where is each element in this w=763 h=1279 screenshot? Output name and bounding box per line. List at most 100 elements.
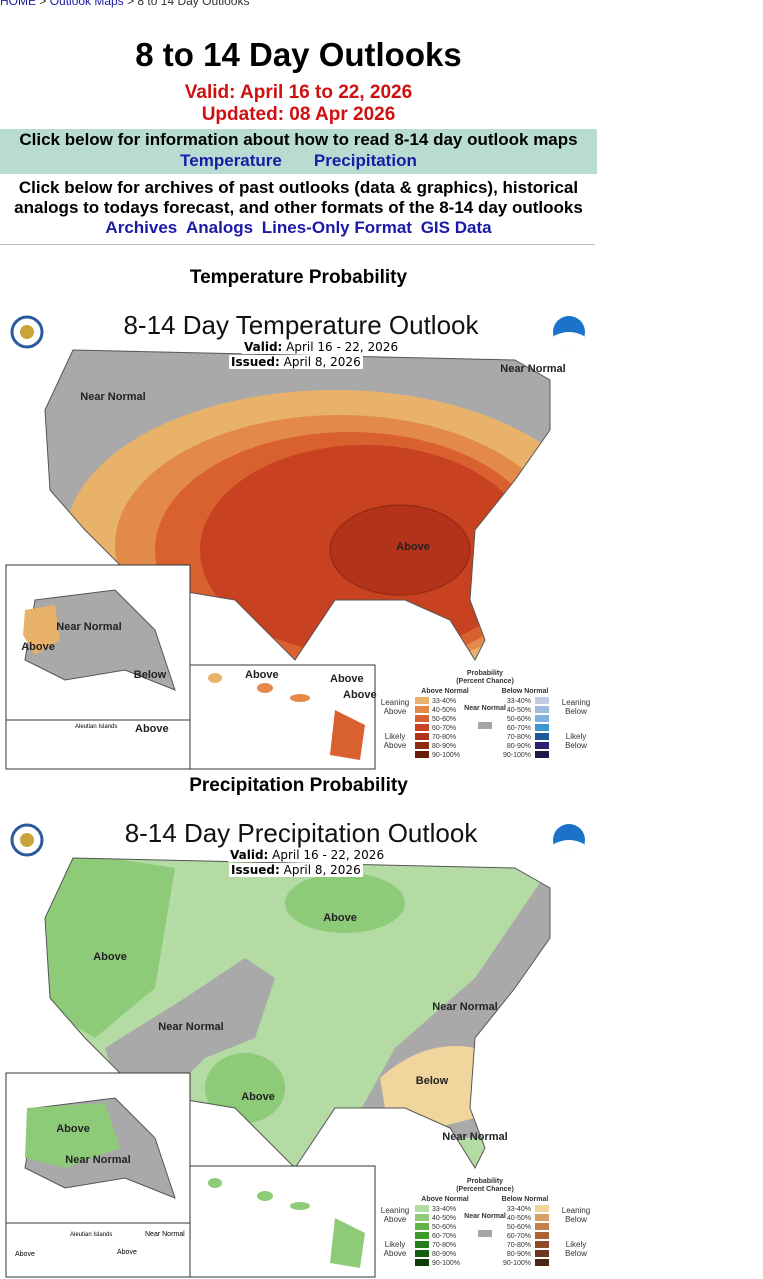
lines-only-link[interactable]: Lines-Only Format [261,218,412,237]
below-swatch [535,1250,549,1257]
breadcrumb: HOME > Outlook Maps > 8 to 14 Day Outloo… [0,0,249,8]
label: (Percent Chance) [456,1186,514,1193]
leaning-below-label: Leaning Below [561,1206,591,1224]
label: Near Normal [464,705,506,712]
temperature-info-link[interactable]: Temperature [180,151,282,170]
legend-range: 33-40% [432,1206,456,1213]
below-swatch [535,1259,549,1266]
legend-range: 80-90% [507,1251,531,1258]
info-band: Click below for information about how to… [0,129,597,174]
precipitation-legend: Probability (Percent Chance) Above Norma… [415,1178,549,1267]
legend-range: 60-70% [507,1233,531,1240]
label: Above [15,1251,35,1258]
above-swatch [415,733,429,740]
legend-range: 80-90% [507,743,531,750]
temperature-legend: Probability (Percent Chance) Above Norma… [415,670,549,759]
label: Above Normal [421,688,469,695]
precipitation-outlook-map[interactable]: Above Above Near Normal Above Near Norma… [5,808,597,1278]
aleutian-label: Aleutian Islands [75,724,117,730]
label: Above [117,1249,137,1256]
below-swatch [535,715,549,722]
above-swatch [415,715,429,722]
legend-range: 70-80% [507,1242,531,1249]
seal-center [20,325,34,339]
us-outline [44,857,551,1170]
above-swatch [415,1259,429,1266]
legend-range: 90-100% [432,752,460,759]
label: Below Normal [502,1196,549,1203]
issued-label: Issued: [231,355,280,369]
legend-range: 33-40% [432,698,456,705]
legend-range: 90-100% [503,1260,531,1267]
legend-range: 33-40% [507,698,531,705]
likely-above-label: Likely Above [383,732,407,750]
below-swatch [535,1223,549,1230]
below-swatch [535,733,549,740]
below-swatch [535,706,549,713]
region-label: Above [396,541,430,553]
above-swatch [415,751,429,758]
below-swatch [535,742,549,749]
analogs-link[interactable]: Analogs [185,218,254,237]
label: Near Normal [158,1021,223,1033]
legend-range: 40-50% [432,1215,456,1222]
legend-range: 40-50% [507,1215,531,1222]
region-label: Below [134,669,167,681]
legend-range: 60-70% [432,1233,456,1240]
gis-data-link[interactable]: GIS Data [420,218,492,237]
issued-value: April 8, 2026 [283,863,361,877]
above-swatch [415,1214,429,1221]
legend-range: 60-70% [507,725,531,732]
legend-range: 60-70% [432,725,456,732]
temperature-outlook-map[interactable]: Near Normal Near Normal Above Near Norma… [5,300,597,770]
precipitation-section-title: Precipitation Probability [189,775,408,796]
legend-range: 70-80% [432,734,456,741]
breadcrumb-outlook-maps[interactable]: Outlook Maps [49,0,124,8]
label: Near Normal [432,1001,497,1013]
label: Above [56,1123,90,1135]
label: Probability [467,670,503,677]
valid-label: Valid: [244,340,283,354]
region-label: Above [245,669,279,681]
above-swatch [415,1232,429,1239]
sep: > [123,0,138,8]
info-text: Click below for information about how to… [19,130,578,149]
legend-range: 70-80% [432,1242,456,1249]
legend-range: 80-90% [432,743,456,750]
archives-block: Click below for archives of past outlook… [0,178,597,238]
legend-range: 50-60% [432,1224,456,1231]
above-swatch [415,697,429,704]
label: Near Normal [464,1213,506,1220]
legend-range: 90-100% [432,1260,460,1267]
legend-range: 40-50% [432,707,456,714]
above-swatch [415,1205,429,1212]
legend-range: 90-100% [503,752,531,759]
leaning-above-label: Leaning Above [380,698,410,716]
legend-range: 80-90% [432,1251,456,1258]
region-label: Above [343,689,377,701]
map-title: 8-14 Day Temperature Outlook [123,310,479,340]
region-label: Above [21,641,55,653]
region-label: Above [330,673,364,685]
below-swatch [535,751,549,758]
region-label: Near Normal [56,621,121,633]
region-label: Above [135,723,169,735]
legend-range: 50-60% [507,716,531,723]
likely-above-label: Likely Above [383,1240,407,1258]
label: Near Normal [442,1131,507,1143]
label: (Percent Chance) [456,678,514,685]
breadcrumb-home[interactable]: HOME [0,0,36,8]
archives-text: Click below for archives of past outlook… [14,178,583,217]
above-swatch [415,742,429,749]
label: Near Normal [145,1231,185,1238]
precipitation-info-link[interactable]: Precipitation [313,151,417,170]
legend-range: 50-60% [432,716,456,723]
region-label: Near Normal [80,391,145,403]
valid-label: Valid: [230,848,269,862]
archives-link[interactable]: Archives [105,218,178,237]
above-swatch [415,724,429,731]
likely-below-label: Likely Below [565,732,587,750]
legend-range: 40-50% [507,707,531,714]
label: Above [93,951,127,963]
leaning-above-label: Leaning Above [380,1206,410,1224]
